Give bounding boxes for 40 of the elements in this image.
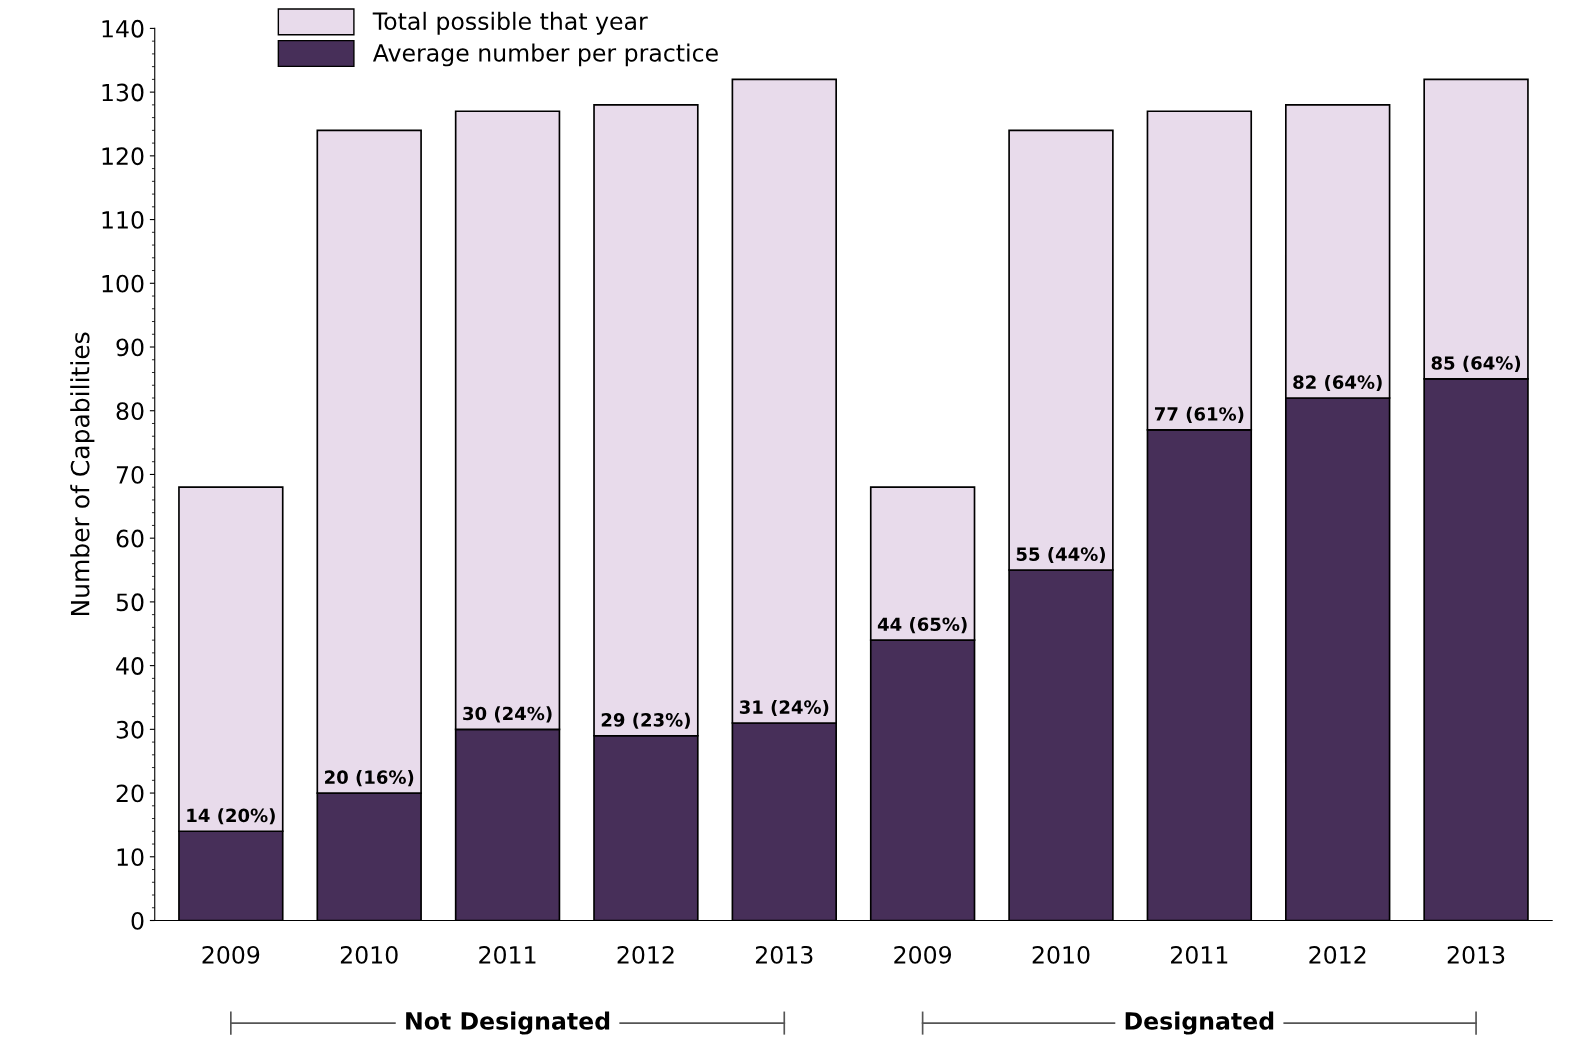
x-tick-label: 2010 xyxy=(340,945,398,964)
y-tick-label: 120 xyxy=(102,147,144,166)
x-tick-label: 2009 xyxy=(202,945,260,964)
y-tick-label: 70 xyxy=(116,465,144,484)
data-label: 77 (61%) xyxy=(1154,406,1244,423)
y-tick-label: 80 xyxy=(116,402,144,421)
x-tick-label: 2009 xyxy=(894,945,952,964)
text: Designated xyxy=(1125,1011,1274,1035)
x-tick-label: 2013 xyxy=(755,945,813,964)
data-label: 82 (64%) xyxy=(1293,374,1382,392)
legend-label: Total possible that year xyxy=(372,11,648,35)
legend-label: Average number per practice xyxy=(372,43,718,67)
y-tick-label: 130 xyxy=(102,83,144,102)
text: Not Designated xyxy=(406,1011,610,1035)
x-tick-label: 2011 xyxy=(479,945,536,964)
y-tick-label: 100 xyxy=(102,274,144,293)
y-tick-label: 110 xyxy=(102,211,144,229)
y-tick-label: 40 xyxy=(116,657,144,675)
y-tick-label: 60 xyxy=(116,529,144,548)
data-label: 29 (23%) xyxy=(601,712,690,729)
y-tick-label: 90 xyxy=(116,338,144,357)
data-label: 20 (16%) xyxy=(325,770,414,787)
x-tick-label: 2011 xyxy=(1171,945,1228,964)
y-tick-label: 0 xyxy=(131,911,144,930)
x-tick-label: 2012 xyxy=(1309,945,1366,964)
data-label: 31 (24%) xyxy=(739,699,829,717)
y-tick-label: 50 xyxy=(116,593,144,612)
x-tick-label: 2010 xyxy=(1032,945,1090,964)
y-tick-label: 30 xyxy=(116,720,144,739)
y-axis-title: Number of Capabilities xyxy=(70,332,95,616)
x-tick-label: 2012 xyxy=(617,945,674,964)
data-label: 44 (65%) xyxy=(877,617,967,634)
y-tick-label: 140 xyxy=(102,19,144,38)
data-label: 14 (20%) xyxy=(187,808,275,825)
data-label: 55 (44%) xyxy=(1016,547,1105,564)
y-tick-label: 10 xyxy=(117,848,144,867)
data-label: 30 (24%) xyxy=(463,706,552,723)
x-tick-label: 2013 xyxy=(1447,945,1505,964)
data-label: 85 (64%) xyxy=(1431,355,1521,372)
y-tick-label: 20 xyxy=(116,784,144,803)
